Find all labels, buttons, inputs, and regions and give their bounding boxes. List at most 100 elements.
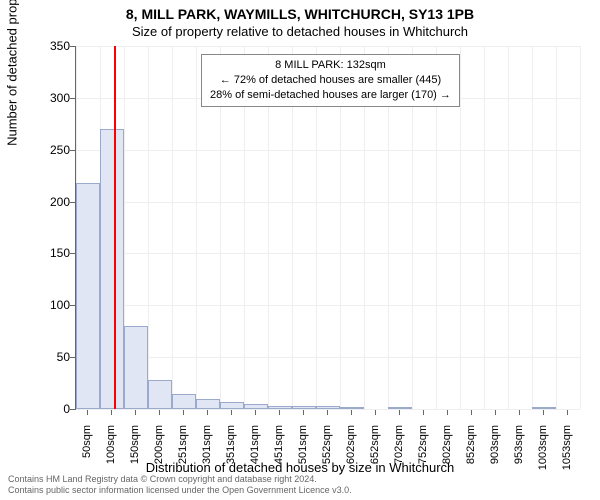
histogram-bar [532,407,556,409]
y-axis-label: Number of detached properties [5,0,20,146]
y-tick-label: 350 [30,39,70,53]
chart-subtitle: Size of property relative to detached ho… [0,24,600,39]
grid-line-h [76,357,580,358]
x-tick-label: 752sqm [417,425,429,475]
histogram-bar [172,394,196,409]
annotation-line-3: 28% of semi-detached houses are larger (… [210,88,451,103]
grid-line-h [76,253,580,254]
histogram-bar [316,406,340,409]
x-tick-mark [279,410,280,415]
x-tick-mark [495,410,496,415]
x-tick-mark [207,410,208,415]
footer-line-2: Contains public sector information licen… [8,485,352,496]
x-tick-mark [183,410,184,415]
x-tick-mark [303,410,304,415]
histogram-bar [148,380,172,409]
histogram-bar [124,326,148,409]
chart-title-address: 8, MILL PARK, WAYMILLS, WHITCHURCH, SY13… [0,6,600,22]
histogram-bar [100,129,124,409]
x-tick-label: 953sqm [513,425,525,475]
x-tick-label: 401sqm [249,425,261,475]
grid-line-h [76,202,580,203]
y-tick-mark [70,253,75,254]
y-tick-label: 250 [30,143,70,157]
histogram-bar [196,399,220,409]
histogram-bar [268,406,292,409]
histogram-bar [76,183,100,409]
x-tick-label: 903sqm [489,425,501,475]
x-tick-label: 451sqm [273,425,285,475]
x-tick-label: 802sqm [441,425,453,475]
grid-line-v [580,46,581,409]
y-tick-label: 100 [30,298,70,312]
chart-container: 8, MILL PARK, WAYMILLS, WHITCHURCH, SY13… [0,0,600,500]
x-tick-mark [519,410,520,415]
x-tick-mark [375,410,376,415]
y-tick-label: 300 [30,91,70,105]
x-tick-label: 1053sqm [561,425,573,475]
x-tick-mark [87,410,88,415]
grid-line-v [460,46,461,409]
annotation-line-1: 8 MILL PARK: 132sqm [210,58,451,73]
x-tick-label: 100sqm [105,425,117,475]
x-tick-label: 301sqm [201,425,213,475]
y-tick-mark [70,202,75,203]
x-tick-mark [111,410,112,415]
y-tick-mark [70,98,75,99]
x-tick-mark [399,410,400,415]
y-tick-label: 50 [30,350,70,364]
x-tick-label: 501sqm [297,425,309,475]
x-tick-label: 702sqm [393,425,405,475]
marker-line [114,46,116,409]
x-tick-mark [447,410,448,415]
x-tick-label: 852sqm [465,425,477,475]
x-tick-label: 150sqm [129,425,141,475]
x-tick-label: 652sqm [369,425,381,475]
x-tick-mark [423,410,424,415]
grid-line-v [532,46,533,409]
x-tick-mark [135,410,136,415]
annotation-line-2: ← 72% of detached houses are smaller (44… [210,73,451,88]
histogram-bar [220,402,244,409]
histogram-bar [340,407,364,409]
x-tick-mark [327,410,328,415]
x-tick-mark [255,410,256,415]
x-tick-mark [231,410,232,415]
annotation-box: 8 MILL PARK: 132sqm← 72% of detached hou… [201,54,460,107]
grid-line-v [508,46,509,409]
histogram-bar [388,407,412,409]
histogram-bar [244,404,268,409]
x-tick-mark [567,410,568,415]
grid-line-v [148,46,149,409]
x-tick-label: 552sqm [321,425,333,475]
x-tick-mark [471,410,472,415]
grid-line-h [76,305,580,306]
x-tick-label: 50sqm [81,425,93,475]
histogram-bar [292,406,316,409]
y-tick-mark [70,46,75,47]
x-tick-mark [351,410,352,415]
x-tick-label: 200sqm [153,425,165,475]
footer-line-1: Contains HM Land Registry data © Crown c… [8,474,352,485]
x-tick-mark [543,410,544,415]
x-tick-label: 351sqm [225,425,237,475]
y-tick-label: 0 [30,402,70,416]
grid-line-h [76,46,580,47]
grid-line-v [484,46,485,409]
y-tick-mark [70,409,75,410]
y-tick-mark [70,305,75,306]
y-tick-label: 200 [30,195,70,209]
x-tick-label: 251sqm [177,425,189,475]
x-tick-mark [159,410,160,415]
x-tick-label: 602sqm [345,425,357,475]
grid-line-h [76,150,580,151]
grid-line-v [172,46,173,409]
grid-line-v [196,46,197,409]
y-tick-label: 150 [30,246,70,260]
footer-attribution: Contains HM Land Registry data © Crown c… [8,474,352,496]
y-tick-mark [70,150,75,151]
y-tick-mark [70,357,75,358]
grid-line-h [76,409,580,410]
x-tick-label: 1003sqm [537,425,549,475]
plot-area: 8 MILL PARK: 132sqm← 72% of detached hou… [75,46,580,410]
